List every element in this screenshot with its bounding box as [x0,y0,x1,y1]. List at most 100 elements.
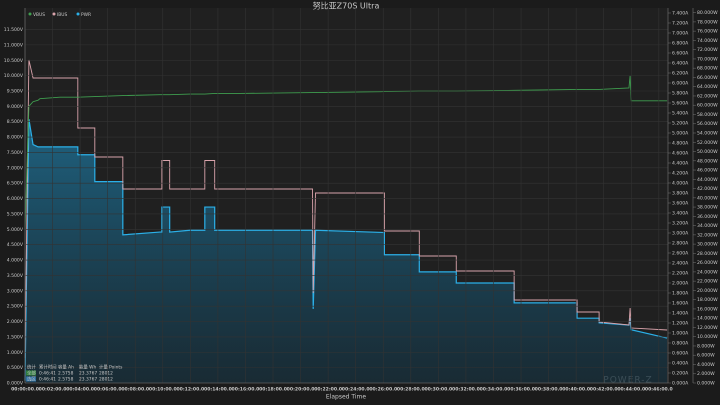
y3-tick-label: 16.000W [697,306,718,312]
y3-tick-label: 52.000W [697,140,718,146]
y2-tick-label: 1.200A [672,321,689,327]
y-tick-label: 9.000V [7,104,24,110]
y2-tick-label: 1.400A [672,311,689,317]
x-tick-label: 00:38:00.0 [535,387,563,393]
y2-tick-label: 7.000A [672,31,689,37]
x-tick-label: 00:44:00.0 [617,387,645,393]
stats-cell: 2.5758 [58,377,74,383]
y-tick-label: 1.500V [7,334,24,340]
y3-tick-label: 14.000W [697,316,718,322]
x-tick-label: 00:28:00.0 [397,387,425,393]
y3-tick-label: 30.000W [697,242,718,248]
y2-tick-label: 4.800A [672,141,689,147]
y2-tick-label: 4.400A [672,161,689,167]
y2-tick-label: 6.400A [672,61,689,67]
x-tick-label: 00:40:00.0 [562,387,590,393]
y3-tick-label: 4.000W [697,362,715,368]
y3-tick-label: 76.000W [697,29,718,35]
legend-label: IBUS [57,12,68,18]
y3-tick-label: 44.000W [697,177,718,183]
y2-tick-label: 1.800A [672,291,689,297]
stats-cell: 选区 [27,376,36,383]
y2-tick-label: 3.000A [672,231,689,237]
stats-cell: 2.5758 [58,371,74,377]
y2-tick-label: 6.800A [672,41,689,47]
y2-tick-label: 0.000A [672,381,689,387]
x-tick-label: 00:46:00.0 [645,387,673,393]
y3-tick-label: 36.000W [697,214,718,220]
y3-tick-label: 20.000W [697,288,718,294]
y-tick-label: 3.500V [7,273,24,279]
y-tick-label: 11.000V [4,42,24,48]
y-tick-label: 7.000V [7,165,24,171]
x-tick-label: 00:04:00.0 [66,387,94,393]
y-tick-label: 10.000V [4,73,24,79]
y2-tick-label: 4.200A [672,171,689,177]
legend-swatch [52,12,56,16]
legend-label: VBUS [33,12,45,18]
y2-tick-label: 6.000A [672,81,689,87]
y2-tick-label: 4.600A [672,151,689,157]
y3-tick-label: 10.000W [697,334,718,340]
y3-tick-label: 46.000W [697,168,718,174]
x-tick-label: 00:22:00.0 [314,387,342,393]
y3-tick-label: 62.000W [697,93,718,99]
y-tick-label: 8.500V [7,119,24,125]
x-tick-label: 00:16:00.0 [232,387,260,393]
stats-header: 容量 Ah [58,364,74,371]
y-tick-label: 5.000V [7,227,24,233]
y-tick-label: 0.000V [7,381,24,387]
y3-tick-label: 78.000W [697,19,718,25]
stats-cell: 28012 [99,377,113,383]
y-tick-label: 2.000V [7,319,24,325]
stats-cell: 23.3767 [79,377,97,383]
x-tick-label: 00:30:00.0 [424,387,452,393]
x-tick-label: 00:20:00.0 [287,387,315,393]
y2-tick-label: 5.000A [672,131,689,137]
x-tick-label: 00:24:00.0 [342,387,370,393]
y3-tick-label: 34.000W [697,223,718,229]
y3-tick-label: 48.000W [697,158,718,164]
y3-tick-label: 22.000W [697,279,718,285]
y3-tick-label: 66.000W [697,75,718,81]
series-line [24,75,668,230]
stats-cell: 全部 [27,370,36,377]
stats-cell: 28012 [99,371,113,377]
x-tick-label: 00:42:00.0 [590,387,618,393]
x-tick-label: 00:34:00.0 [480,387,508,393]
y2-tick-label: 6.600A [672,51,689,57]
y-tick-label: 3.000V [7,288,24,294]
stats-header: 累计时间 [39,364,57,371]
y-tick-label: 0.500V [7,365,24,371]
y-tick-label: 4.000V [7,258,24,264]
y3-tick-label: 54.000W [697,131,718,137]
stats-cell: 23.3767 [79,371,97,377]
y3-tick-label: 6.000W [697,353,715,359]
y-tick-label: 10.500V [4,58,24,64]
y2-tick-label: 5.600A [672,101,689,107]
y2-tick-label: 3.200A [672,221,689,227]
x-axis-label: Elapsed Time [326,394,366,401]
y-tick-label: 9.500V [7,88,24,94]
y2-tick-label: 0.800A [672,341,689,347]
y3-tick-label: 0.000W [697,381,715,387]
y3-tick-label: 24.000W [697,269,718,275]
stats-row-tag [26,376,36,382]
legend-swatch [76,12,80,16]
y2-tick-label: 3.600A [672,201,689,207]
stats-header: 能量 Wh [79,364,97,371]
legend-label: PWR [81,12,91,18]
x-tick-label: 00:32:00.0 [452,387,480,393]
y-tick-label: 8.000V [7,135,24,141]
y3-tick-label: 32.000W [697,232,718,238]
y3-tick-label: 80.000W [697,10,718,16]
y2-tick-label: 2.400A [672,261,689,267]
x-tick-label: 00:02:00.0 [39,387,67,393]
stats-header: 计量 Points [99,364,123,371]
y-tick-label: 11.500V [4,27,24,33]
y3-tick-label: 74.000W [697,38,718,44]
y2-tick-label: 4.000A [672,181,689,187]
y3-tick-label: 58.000W [697,112,718,118]
y3-tick-label: 28.000W [697,251,718,257]
